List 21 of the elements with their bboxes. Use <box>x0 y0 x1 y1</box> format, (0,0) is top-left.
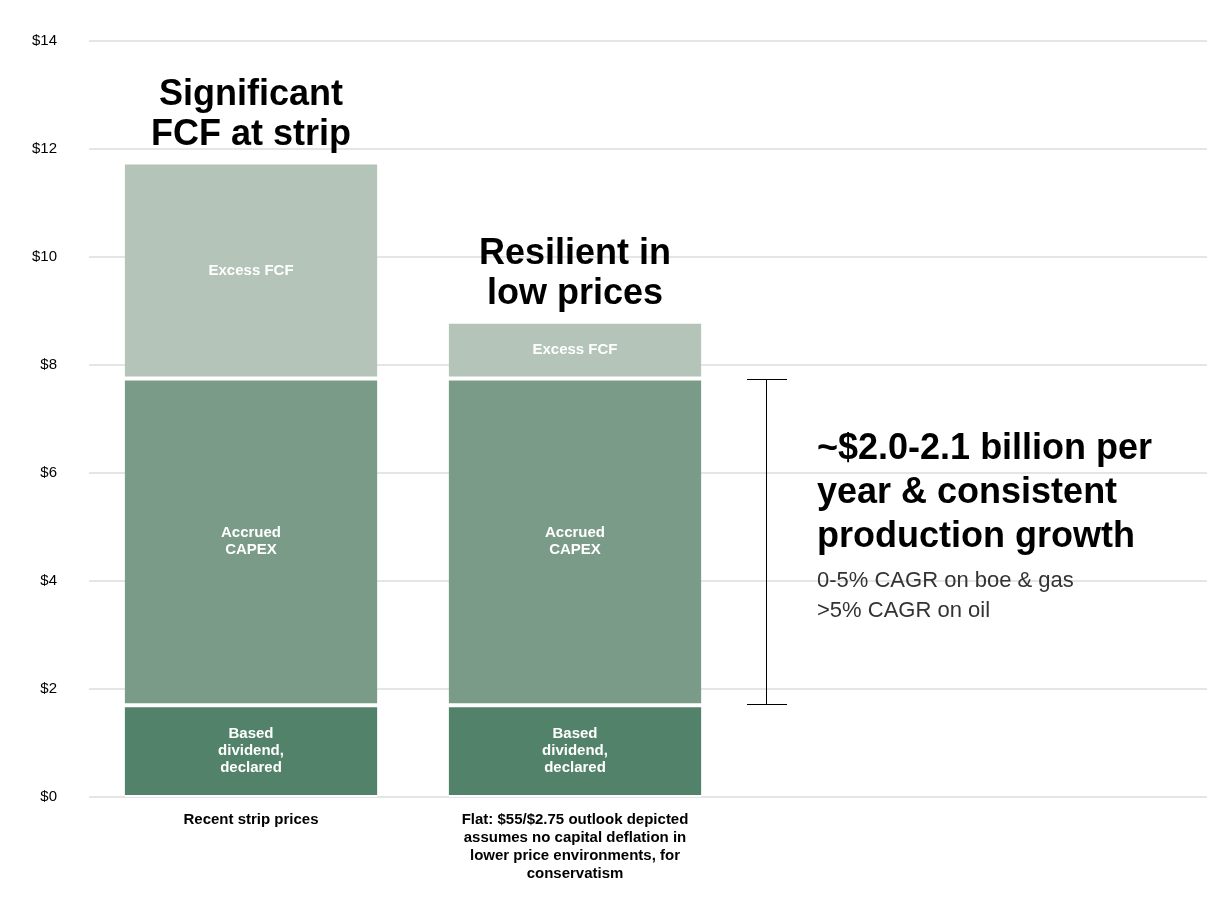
text: 0-5% CAGR on boe & gas <box>817 566 1074 592</box>
y-tick-label: $0 <box>40 787 58 805</box>
text: Based dividend, declared <box>542 724 608 776</box>
annotation: Significant FCF at strip <box>151 71 352 153</box>
text: >5% CAGR on oil <box>817 596 991 622</box>
y-tick-label: $2 <box>40 679 58 697</box>
y-tick-label: $10 <box>32 247 58 265</box>
annotation: Resilient in low prices <box>478 230 672 312</box>
x-tick-label: Recent strip prices <box>183 810 319 828</box>
y-tick-label: $14 <box>32 31 58 49</box>
text: Accrued CAPEX <box>544 523 606 558</box>
y-tick-label: $8 <box>40 355 58 373</box>
x-tick-label: Flat: $55/$2.75 outlook depicted assumes no capital deflation in lower price environments, for conservatism <box>461 810 689 882</box>
series-label: Excess FCF <box>532 340 618 358</box>
series-label: Based dividend, declared <box>218 724 284 776</box>
y-tick-label: $12 <box>32 139 58 157</box>
text: Excess FCF <box>208 260 294 278</box>
y-tick-label: $4 <box>40 571 58 589</box>
text: ~$2.0-2.1 billion per year & consistent production growth <box>817 425 1153 555</box>
y-tick-label: $6 <box>40 463 58 481</box>
series-label: Accrued CAPEX <box>221 523 282 558</box>
